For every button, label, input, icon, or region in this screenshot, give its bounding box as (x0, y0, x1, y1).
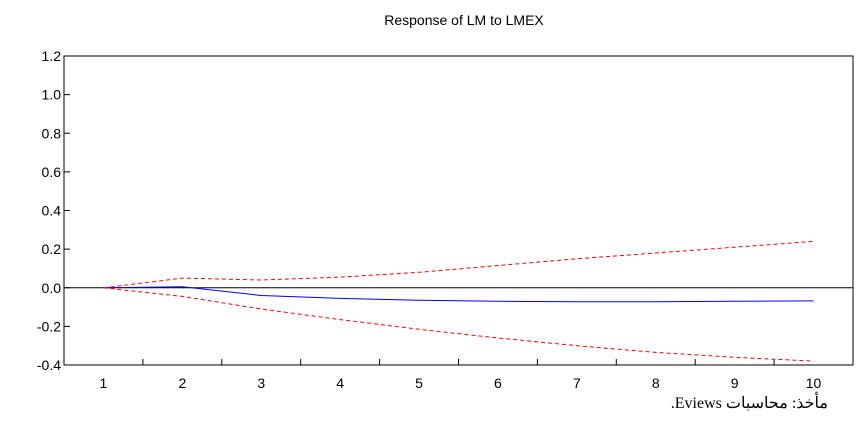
y-tick-label: 0.8 (42, 125, 62, 141)
series-line-lower-band (103, 287, 814, 362)
y-tick-label: 1.2 (42, 48, 62, 64)
y-tick-label: -0.2 (37, 318, 61, 334)
y-tick-label: 0.6 (42, 164, 62, 180)
x-tick-label: 7 (573, 375, 581, 391)
chart-title: Response of LM to LMEX (384, 12, 544, 28)
x-tick-label: 5 (415, 375, 423, 391)
source-note: مأخذ: محاسبات Eviews. (670, 395, 828, 412)
y-tick-label: 0.2 (42, 241, 62, 257)
x-tick-label: 8 (652, 375, 660, 391)
x-tick-label: 1 (100, 375, 108, 391)
x-tick-label: 3 (257, 375, 265, 391)
plot-frame (63, 55, 854, 366)
y-tick-label: 1.0 (42, 87, 62, 103)
y-tick-label: 0.4 (42, 203, 62, 219)
y-tick-label: -0.4 (37, 357, 61, 373)
x-tick-label: 4 (336, 375, 344, 391)
y-tick-label: 0.0 (42, 280, 62, 296)
x-tick-label: 10 (806, 375, 822, 391)
x-tick-label: 2 (178, 375, 186, 391)
x-tick-label: 6 (494, 375, 502, 391)
x-tick-label: 9 (731, 375, 739, 391)
series-line-response (103, 286, 814, 303)
series-line-upper-band (103, 240, 814, 289)
